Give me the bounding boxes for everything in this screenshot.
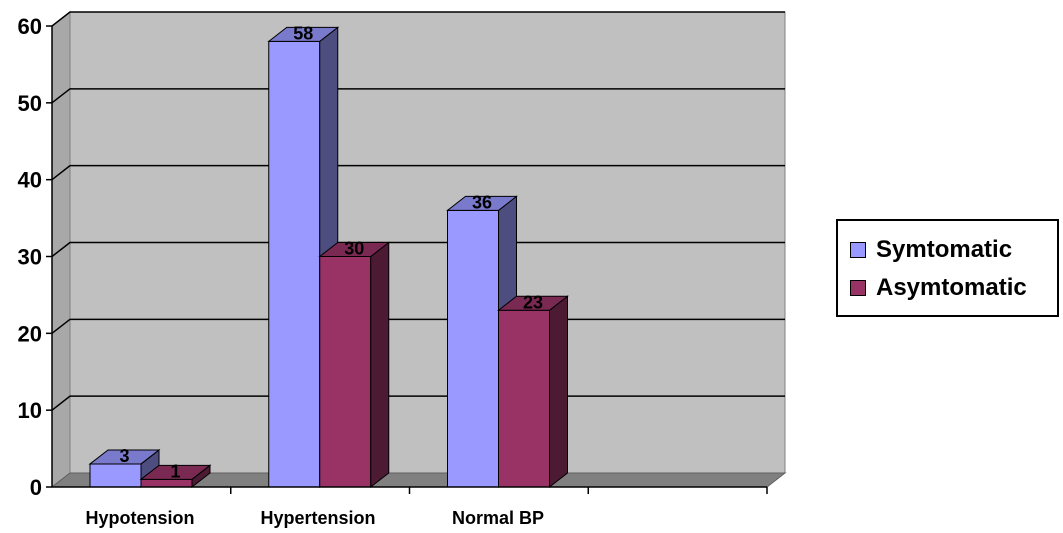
- gridline: [51, 88, 785, 104]
- data-label: 3: [119, 446, 129, 466]
- x-tick-label: Hypotension: [85, 508, 194, 528]
- bar-top: [267, 26, 340, 42]
- x-tick-label: Normal BP: [452, 508, 544, 528]
- legend-item-symtomatic: Symtomatic: [850, 235, 1012, 265]
- y-tick-label: 30: [18, 245, 42, 270]
- bar-symtomatic-hypertension: [268, 40, 321, 488]
- legend: Symtomatic Asymtomatic: [836, 219, 1059, 317]
- bar-side: [370, 241, 390, 489]
- x-tick-label: Hypertension: [260, 508, 375, 528]
- y-tick-label: 60: [18, 14, 42, 39]
- bar-top: [446, 195, 518, 211]
- bar-side: [549, 295, 568, 489]
- bar-asymtomatic-hypertension: [319, 256, 372, 488]
- data-label: 58: [293, 23, 313, 43]
- bar-asymtomatic-normal-bp: [498, 309, 550, 488]
- y-tick-label: 40: [18, 168, 42, 193]
- bars: [88, 26, 569, 489]
- gridline: [51, 11, 785, 27]
- bar-asymtomatic-hypotension: [140, 478, 193, 488]
- bar-top: [88, 449, 161, 465]
- data-label: 23: [523, 292, 543, 312]
- axes: [46, 25, 768, 494]
- legend-label-symtomatic: Symtomatic: [876, 236, 1013, 263]
- gridline: [51, 164, 785, 181]
- legend-label-asymtomatic: Asymtomatic: [876, 274, 1027, 301]
- bar-top: [139, 464, 212, 480]
- legend-item-asymtomatic: Asymtomatic: [850, 273, 1027, 303]
- gridline: [51, 241, 785, 258]
- legend-swatch-asymtomatic: [850, 280, 866, 296]
- bar-top: [497, 295, 569, 311]
- data-label: 36: [472, 192, 492, 212]
- data-label: 1: [170, 461, 180, 481]
- chart-walls: [50, 10, 787, 489]
- bar-symtomatic-normal-bp: [447, 209, 499, 488]
- labels: 0 10 20 30 40 50 60 3 1 Hypotension 58 30 Hypertensi…: [18, 14, 545, 528]
- data-label: 30: [344, 239, 364, 259]
- legend-swatch-symtomatic: [850, 242, 866, 258]
- y-tick-label: 50: [18, 91, 42, 116]
- y-tick-label: 20: [18, 321, 42, 346]
- bar-top: [318, 242, 391, 257]
- y-tick-label: 0: [30, 475, 42, 500]
- bar-symtomatic-hypotension: [89, 463, 142, 488]
- y-tick-label: 10: [18, 398, 42, 423]
